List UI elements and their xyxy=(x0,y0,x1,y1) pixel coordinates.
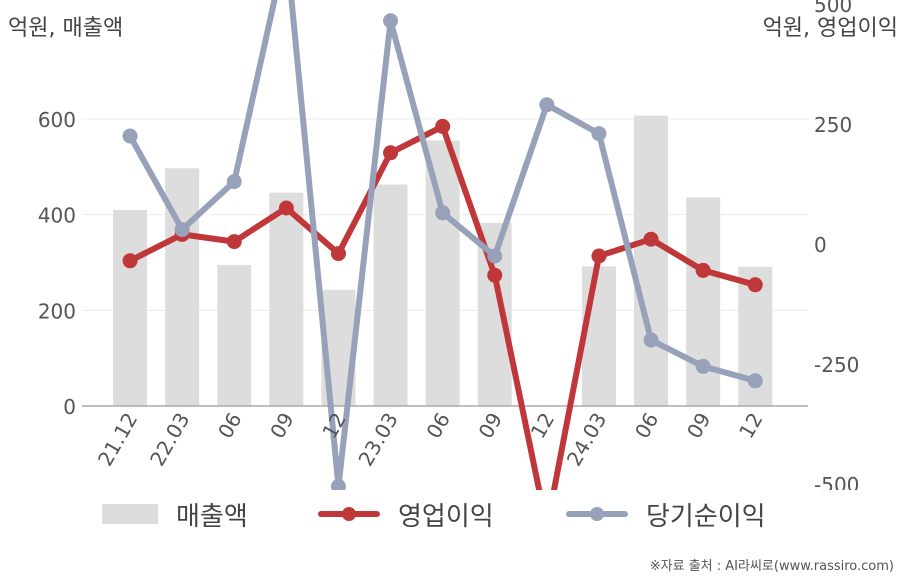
point-net-income xyxy=(383,13,399,29)
point-net-income xyxy=(747,373,763,389)
x-tick-label: 23.03 xyxy=(353,409,402,471)
point-operating-profit xyxy=(643,231,659,247)
combo-chart: 0 200 400 600 -500 -250 0 250 500 21.12 22.03 06 0… xyxy=(38,0,859,490)
legend-item-net-income: 당기순이익 xyxy=(566,492,766,536)
legend-swatch-operating-profit xyxy=(318,504,380,524)
left-axis-unit: 억원, 매출액 xyxy=(8,16,124,41)
x-tick-label: 09 xyxy=(265,409,299,443)
point-net-income xyxy=(643,332,659,348)
line-series xyxy=(122,0,763,490)
x-tick-label: 09 xyxy=(474,409,508,443)
legend-label-operating-profit: 영업이익 xyxy=(398,501,494,532)
point-net-income xyxy=(330,478,346,490)
point-net-income xyxy=(591,126,607,142)
point-operating-profit xyxy=(435,118,451,134)
left-tick-label: 400 xyxy=(38,204,76,228)
x-tick-label: 21.12 xyxy=(93,409,142,471)
left-tick-label: 200 xyxy=(38,299,76,323)
legend-label-net-income: 당기순이익 xyxy=(646,501,766,532)
right-tick-label: 500 xyxy=(814,0,852,17)
x-tick-labels: 21.12 22.03 06 09 12 23.03 06 09 12 24.03 06 09 12 xyxy=(93,409,768,471)
x-tick-label: 06 xyxy=(213,409,247,443)
legend-item-operating-profit: 영업이익 xyxy=(318,492,494,536)
right-tick-labels: -500 -250 0 250 500 xyxy=(814,0,859,490)
point-net-income xyxy=(695,358,711,374)
legend: 매출액 영업이익 당기순이익 xyxy=(0,492,908,536)
point-operating-profit xyxy=(122,253,138,269)
x-tick-label: 12 xyxy=(734,409,768,443)
right-tick-label: -250 xyxy=(814,353,859,377)
bar-sales xyxy=(634,115,669,406)
left-tick-label: 0 xyxy=(63,395,76,419)
point-net-income xyxy=(122,128,138,144)
point-operating-profit xyxy=(487,267,503,283)
bar-sales xyxy=(686,197,721,406)
left-tick-labels: 0 200 400 600 xyxy=(38,108,76,419)
point-operating-profit xyxy=(226,234,242,250)
point-operating-profit xyxy=(383,145,399,161)
legend-swatch-sales xyxy=(102,504,158,524)
legend-item-sales: 매출액 xyxy=(102,492,248,536)
x-tick-label: 06 xyxy=(630,409,664,443)
left-tick-label: 600 xyxy=(38,108,76,132)
point-net-income xyxy=(174,222,190,238)
legend-label-sales: 매출액 xyxy=(176,501,248,532)
point-operating-profit xyxy=(330,246,346,262)
right-tick-label: -500 xyxy=(814,473,859,490)
point-operating-profit xyxy=(747,277,763,293)
point-net-income xyxy=(226,174,242,190)
legend-swatch-net-income xyxy=(566,504,628,524)
bar-sales xyxy=(425,140,460,406)
right-axis-unit: 억원, 영업이익 xyxy=(762,16,898,41)
bar-series xyxy=(113,115,773,406)
right-tick-label: 0 xyxy=(814,233,827,257)
bar-sales xyxy=(373,184,408,406)
point-net-income xyxy=(487,248,503,264)
point-operating-profit xyxy=(278,200,294,216)
x-tick-label: 09 xyxy=(682,409,716,443)
bar-sales xyxy=(217,264,252,406)
point-operating-profit xyxy=(591,248,607,264)
point-operating-profit xyxy=(695,262,711,278)
bar-sales xyxy=(269,192,304,406)
bar-sales xyxy=(113,209,148,406)
source-note: ※자료 출처 : AI라씨로(www.rassiro.com) xyxy=(649,559,894,574)
bar-sales xyxy=(581,266,616,406)
point-net-income xyxy=(539,97,555,113)
point-net-income xyxy=(435,205,451,221)
right-tick-label: 250 xyxy=(814,113,852,137)
x-tick-label: 22.03 xyxy=(145,409,194,471)
x-tick-label: 06 xyxy=(421,409,455,443)
